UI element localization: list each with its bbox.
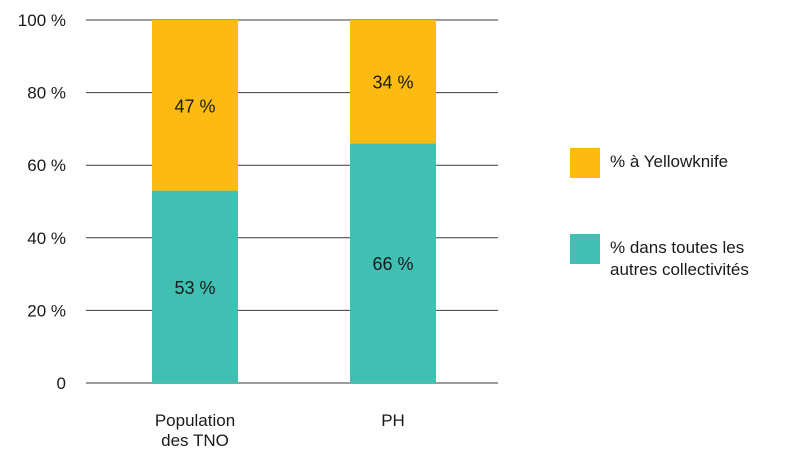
bar-segment-0-0	[152, 190, 238, 383]
bars	[152, 20, 436, 383]
y-axis-ticks: 0 20 % 40 % 60 % 80 % 100 %	[18, 11, 66, 393]
y-tick-label-100: 100 %	[18, 11, 66, 30]
data-labels: 53 % 47 % 66 % 34 %	[174, 73, 413, 298]
legend-item-other-communities: % dans toutes les autres collectivités	[570, 234, 790, 279]
data-label-1-1: 34 %	[372, 73, 413, 93]
legend-swatch-other-communities	[570, 234, 600, 264]
x-category-label-0: Population des TNO	[155, 411, 235, 450]
y-tick-label-0: 0	[57, 374, 66, 393]
bar-segment-1-0	[350, 143, 436, 383]
x-category-label-1: PH	[381, 411, 405, 430]
x-axis-categories: Population des TNO PH	[155, 411, 405, 450]
legend: % à Yellowknife % dans toutes les autres…	[570, 148, 790, 320]
data-label-1-0: 66 %	[372, 254, 413, 274]
legend-label-other-communities: % dans toutes les autres collectivités	[610, 238, 749, 279]
legend-item-yellowknife: % à Yellowknife	[570, 148, 790, 178]
legend-swatch-yellowknife	[570, 148, 600, 178]
data-label-0-1: 47 %	[174, 96, 215, 116]
bar-segment-0-1	[152, 20, 238, 191]
bar-segment-1-1	[350, 20, 436, 144]
y-tick-label-80: 80 %	[27, 84, 66, 103]
grid-lines	[86, 19, 498, 384]
y-tick-label-20: 20 %	[27, 301, 66, 320]
y-tick-label-60: 60 %	[27, 156, 66, 175]
y-tick-label-40: 40 %	[27, 229, 66, 248]
data-label-0-0: 53 %	[174, 278, 215, 298]
legend-label-yellowknife: % à Yellowknife	[610, 152, 729, 171]
